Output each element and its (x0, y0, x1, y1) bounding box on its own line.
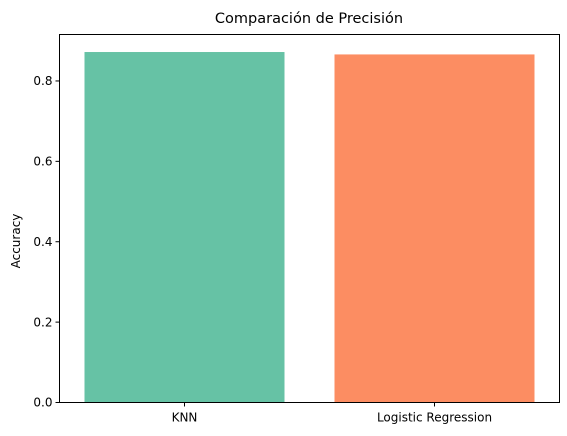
y-tick-label: 0.6 (33, 155, 52, 169)
plot-frame (59, 34, 560, 403)
y-tick-label: 0.2 (33, 315, 52, 329)
bar-logistic-regression (334, 54, 535, 403)
y-ticks-group: 0.0 0.2 0.4 0.6 0.8 (33, 74, 60, 410)
y-axis-label: Accuracy (9, 214, 23, 269)
y-tick-label: 0.8 (33, 74, 52, 88)
y-tick-label: 0.4 (33, 235, 52, 249)
chart-title: Comparación de Precisión (215, 11, 403, 27)
x-tick-label: Logistic Regression (377, 411, 492, 425)
x-ticks-group: KNN Logistic Regression (172, 402, 492, 425)
y-tick-label: 0.0 (33, 396, 52, 410)
bars-group (84, 52, 535, 403)
bar-knn (84, 52, 285, 403)
x-tick-label: KNN (172, 411, 198, 425)
